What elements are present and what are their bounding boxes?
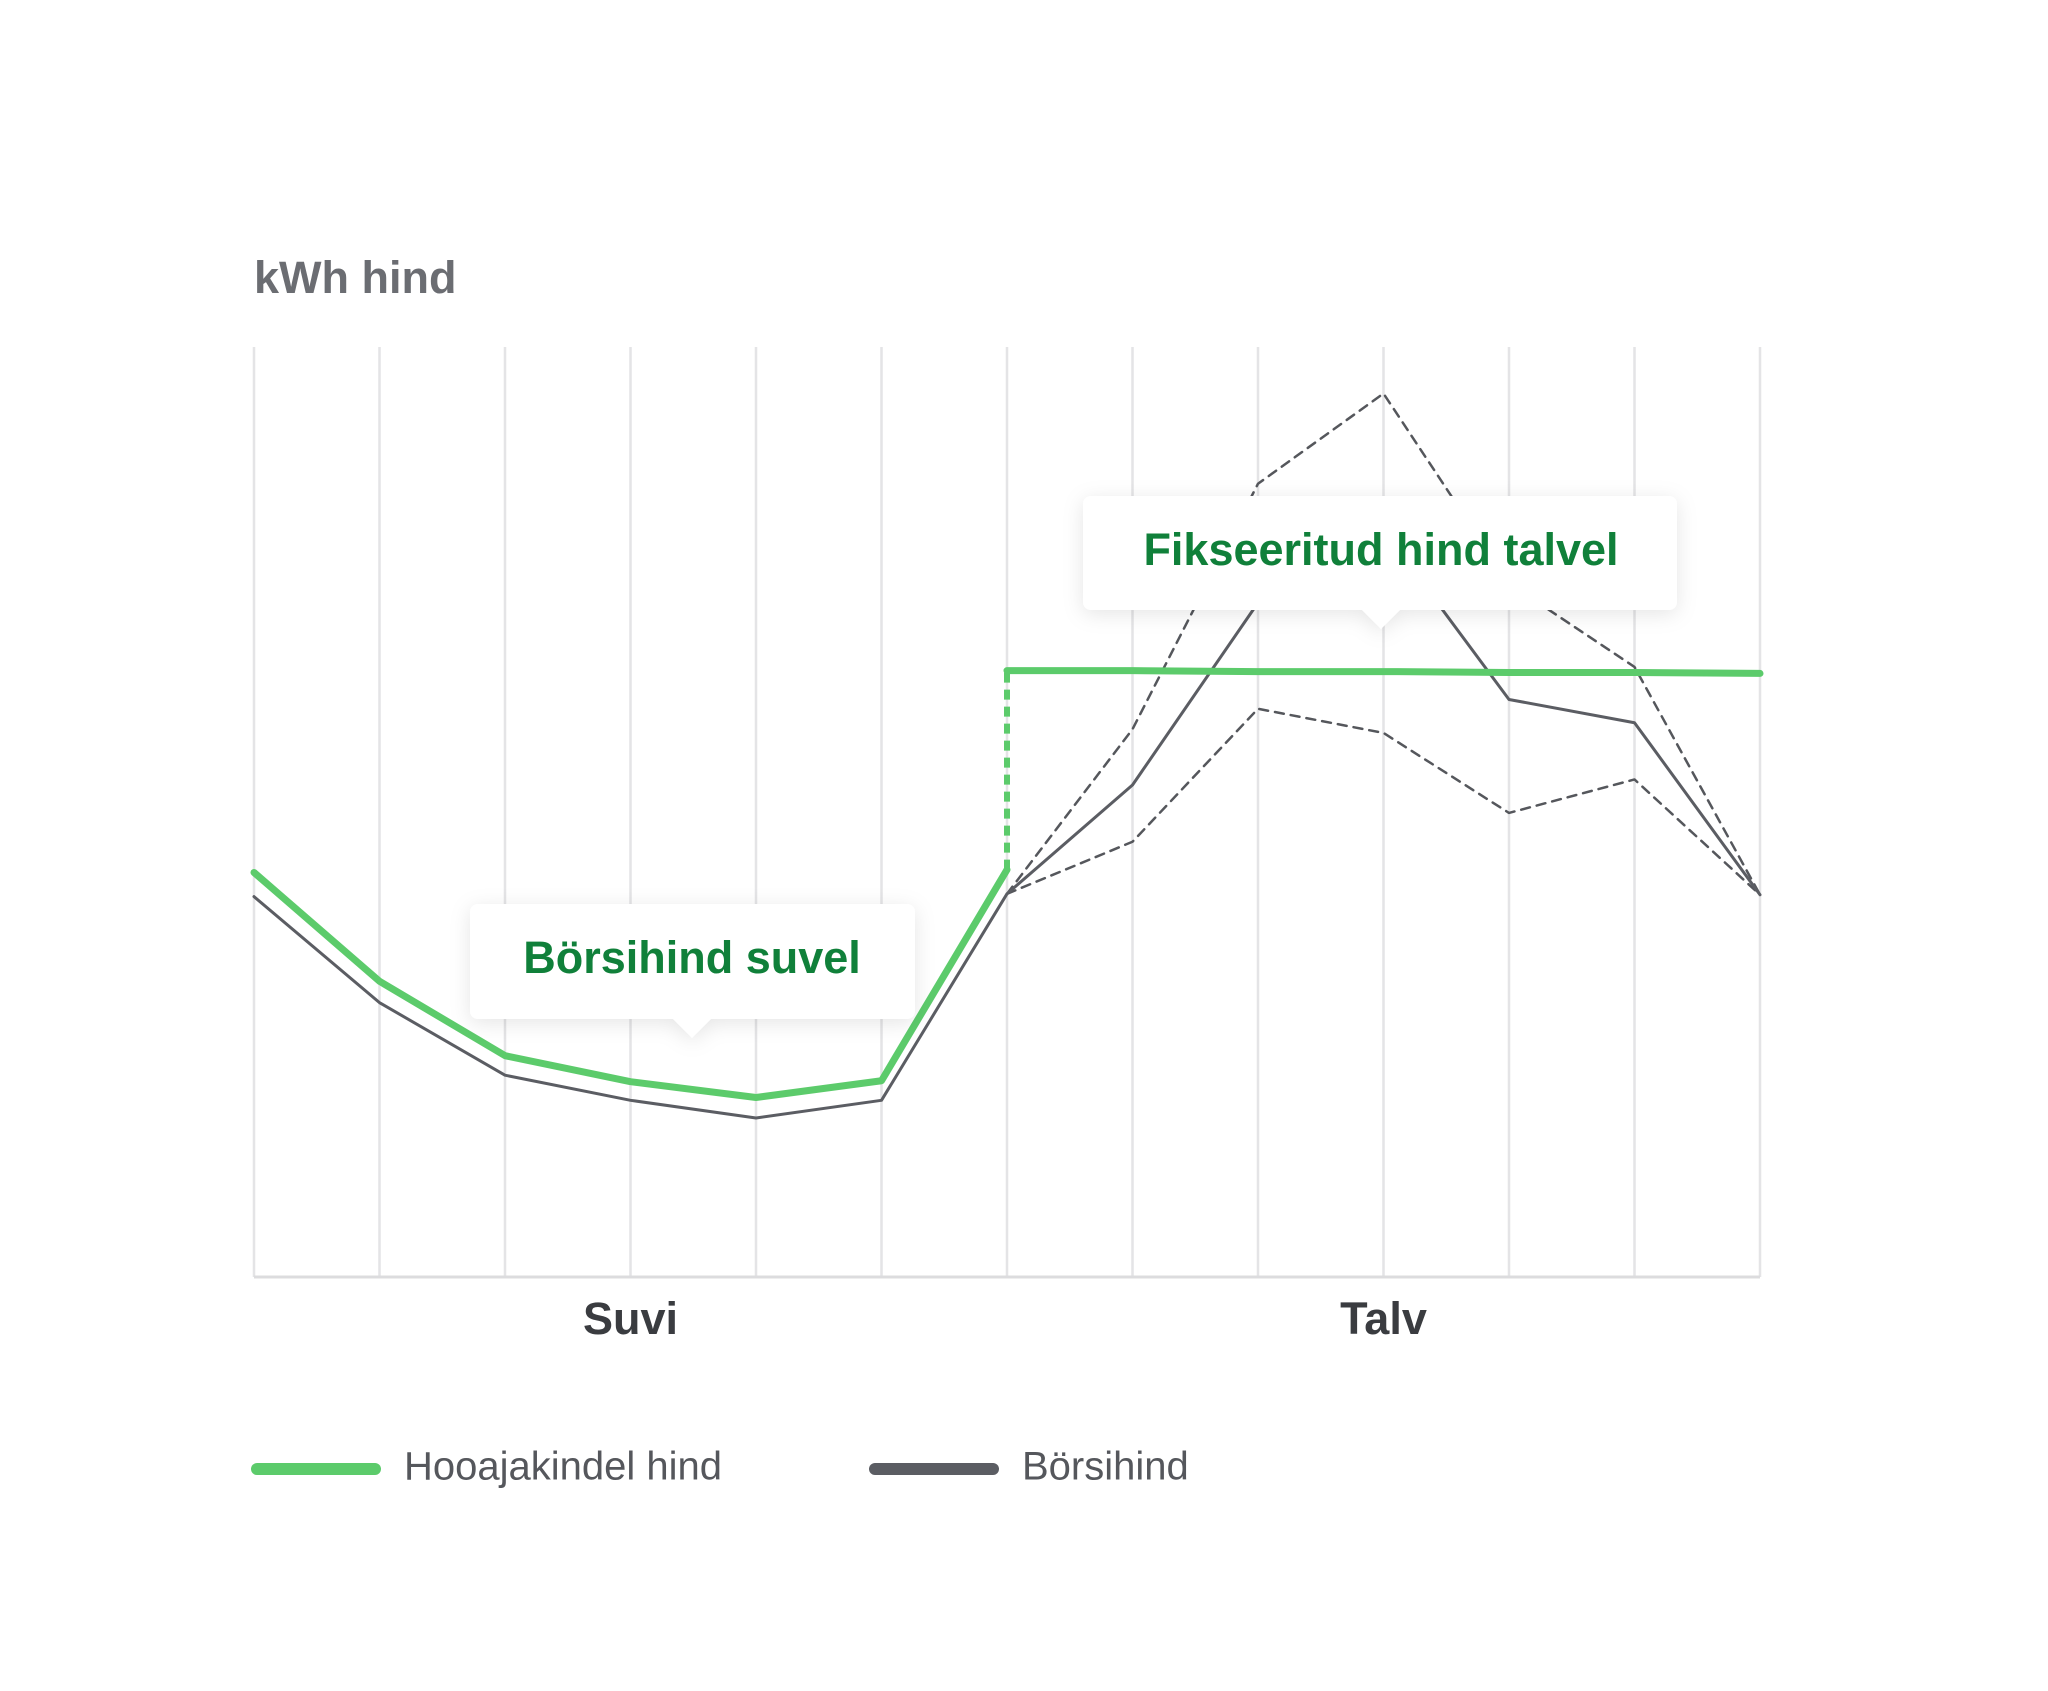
annotation: Fikseeritud hind talvel — [1143, 524, 1618, 575]
callout — [470, 904, 915, 1038]
series-line — [1003, 667, 1764, 677]
series-line — [1005, 707, 1762, 897]
legend-label: Hooajakindel hind — [404, 1445, 722, 1489]
x-tick-label: Talv — [1340, 1293, 1427, 1344]
callout-box — [1083, 496, 1677, 610]
plot — [250, 392, 1764, 1120]
callout-pointer — [1361, 609, 1401, 629]
x-axis: Suvi Talv — [254, 1275, 1760, 1344]
callout-pointer — [672, 1018, 712, 1038]
legend-label: Börsihind — [1022, 1445, 1189, 1489]
series-line — [252, 528, 1762, 1120]
chart-title: kWh hind — [254, 252, 456, 303]
series-line — [250, 866, 1011, 1102]
callout-box — [470, 904, 915, 1019]
callout — [1083, 496, 1677, 629]
legend: Hooajakindel hind Börsihind — [251, 1445, 1189, 1489]
annotation: Börsihind suvel — [523, 932, 861, 983]
series-line — [1005, 392, 1762, 897]
x-tick-label: Suvi — [583, 1293, 678, 1344]
